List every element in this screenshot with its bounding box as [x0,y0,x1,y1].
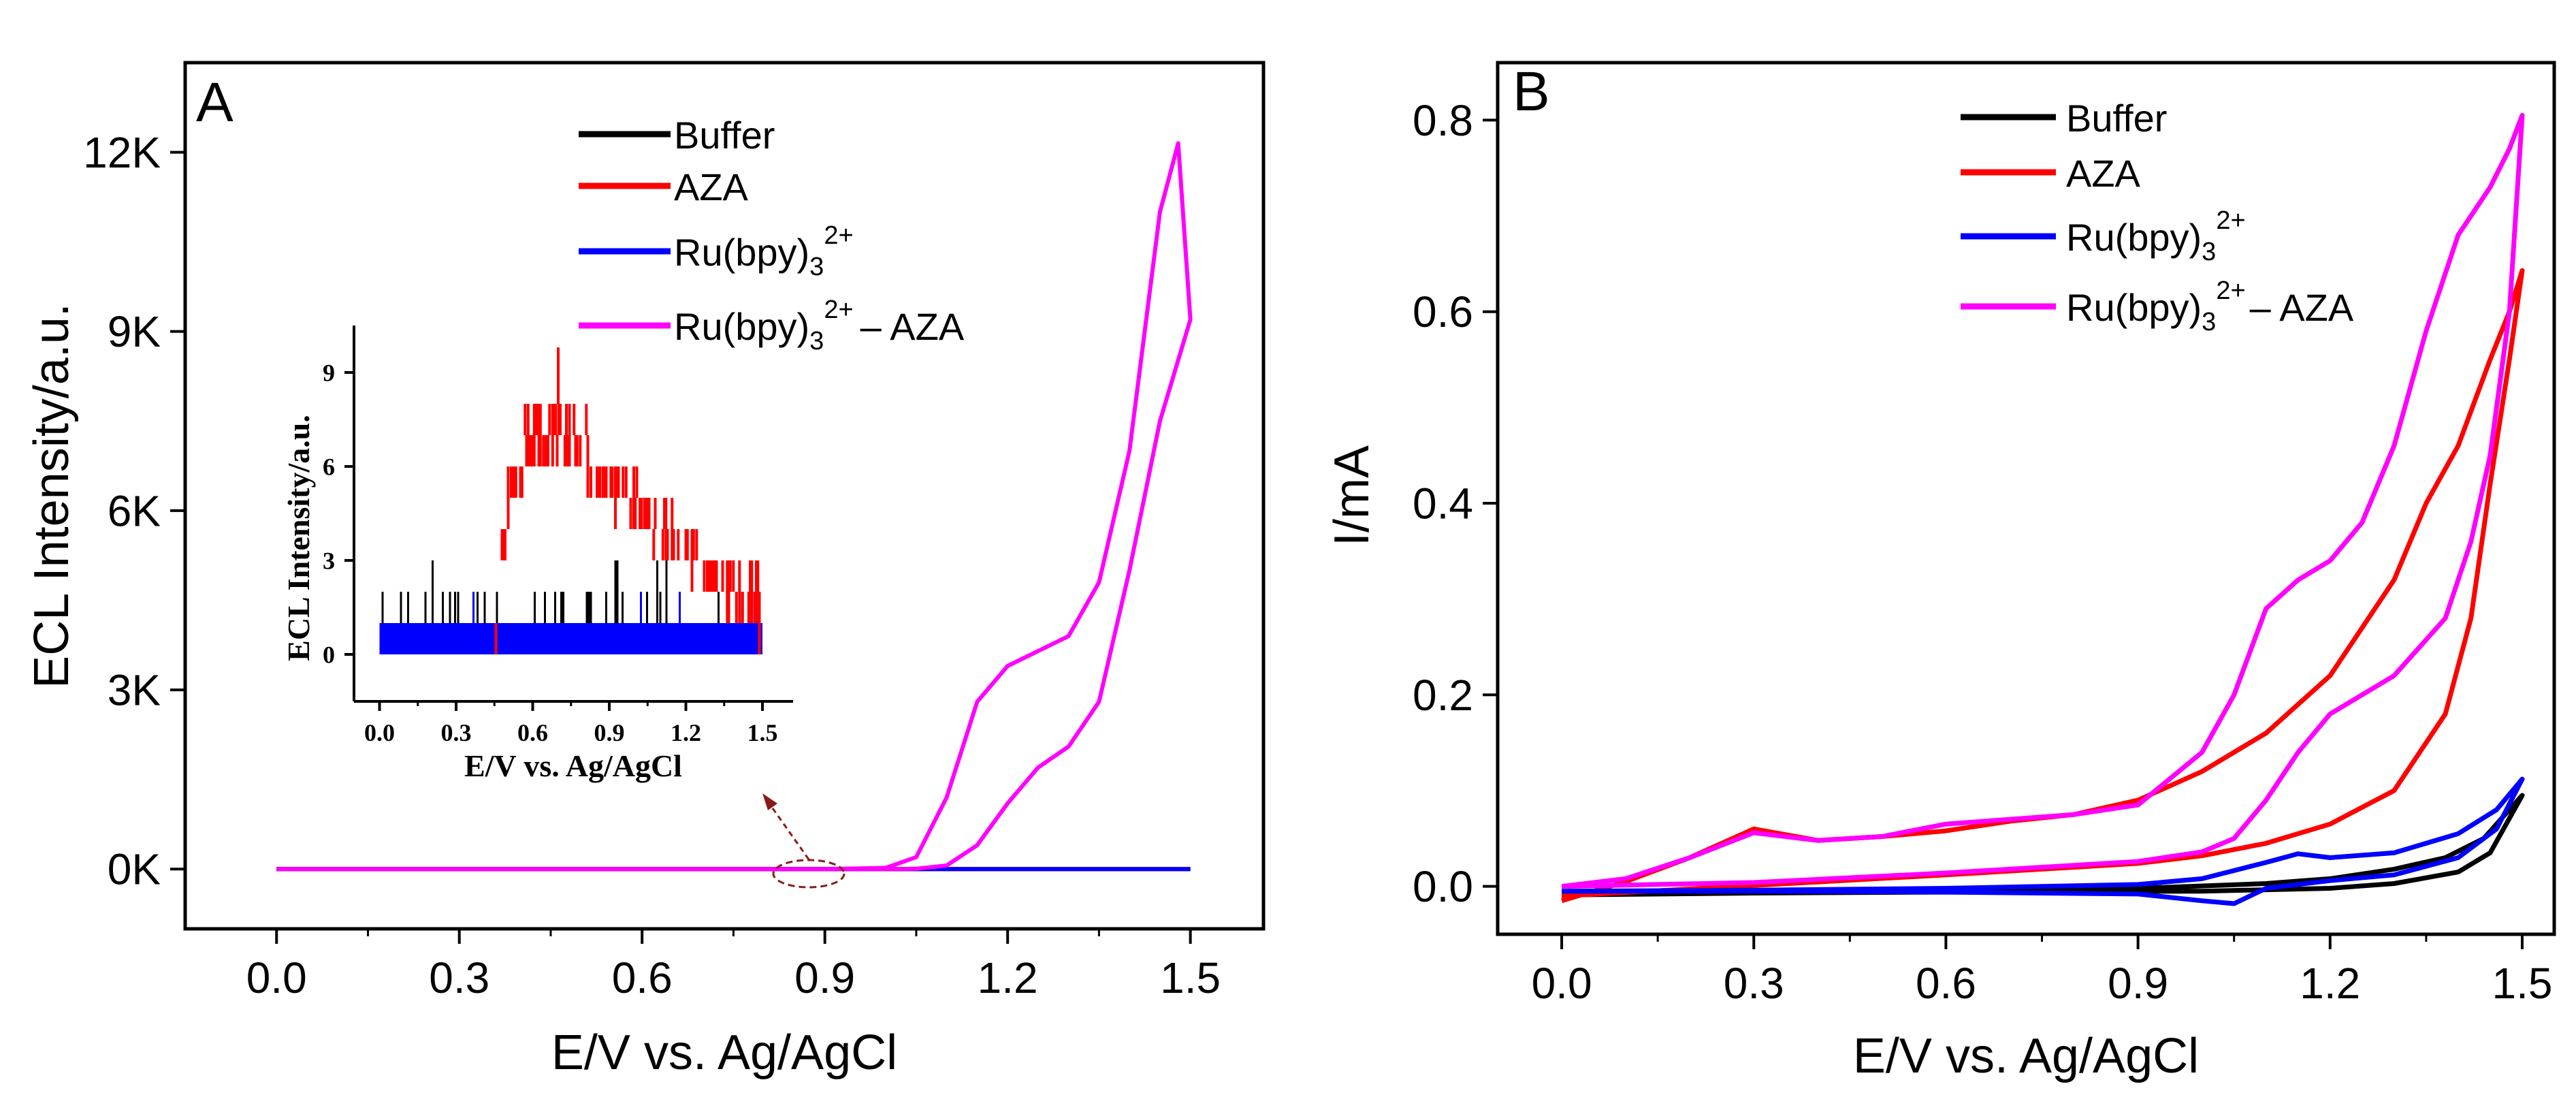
panel-b-ylabel: I/mA [1325,445,1379,546]
legend-a-ru-label: Ru(bpy)32+ [674,221,854,281]
legend-b-buffer-label: Buffer [2066,97,2167,140]
legend-b-ruaza-label: Ru(bpy)32+ – AZA [2066,276,2354,336]
panel-b-series-ru-bpy-3-2-aza [1561,112,2525,889]
inset-ylabel: ECL Intensity/a.u. [281,415,316,661]
panel-a-ytick-label: 9K [108,307,161,356]
panel-b-frame [1496,61,2556,936]
panel-b-ytick-label: 0.6 [1413,287,1473,336]
inset-xtick-label: 0.0 [364,719,395,746]
panel-a-series-ru-bpy-3-2-aza [276,141,1193,872]
panel-b-ytick-label: 0.2 [1413,671,1473,720]
legend-a-ruaza-label: Ru(bpy)32+ – AZA [674,296,965,355]
legend-b-aza-label: AZA [2066,152,2141,195]
legend-a-aza-label: AZA [674,165,749,208]
inset-xtick-label: 0.9 [594,719,625,746]
panel-a-ytick-label: 6K [108,486,161,535]
inset-xtick-label: 0.3 [441,719,472,746]
panel-a-xlabel: E/V vs. Ag/AgCl [551,1026,897,1080]
inset-ytick-label: 9 [323,360,335,387]
panel-b-legend: Buffer AZA Ru(bpy)32+ Ru(bpy)32+ – AZA [1961,97,2354,336]
panel-b-xlabel: E/V vs. Ag/AgCl [1853,1029,2199,1083]
panel-b-label: B [1513,61,1550,123]
zoom-arrowhead [762,793,777,810]
panel-b-xtick-label: 0.9 [2108,959,2168,1008]
inset-ytick-label: 0 [323,641,335,669]
panel-b: B 0.0 0.2 0.4 0.6 0.8 0.0 0.3 0.6 0.9 1.2 1.5 E/V… [1325,61,2556,1083]
panel-b-ytick-label: 0.8 [1413,96,1473,145]
panel-a-frame [183,61,1266,931]
panel-a-xtick-label: 0.3 [429,953,489,1002]
legend-a-buffer-label: Buffer [674,114,775,157]
inset-xlabel: E/V vs. Ag/AgCl [464,748,682,783]
panel-a-ytick-label: 3K [108,666,161,715]
panel-b-xtick-label: 0.6 [1916,959,1976,1008]
panel-b-series-ru-bpy-3-2- [1562,776,2525,906]
inset-xtick-label: 1.2 [671,719,701,746]
panel-b-xtick-label: 0.3 [1724,959,1784,1008]
panel-a-xtick-label: 0.9 [794,953,855,1002]
panel-b-series-buffer [1562,793,2525,897]
panel-a-xtick-label: 0.0 [246,953,307,1002]
zoom-arrow [768,803,810,860]
panel-a-xtick-label: 1.2 [978,953,1038,1002]
zoom-region-ellipse [772,859,846,889]
panel-a-legend: Buffer AZA Ru(bpy)32+ Ru(bpy)32+ – AZA [579,114,965,355]
legend-b-ru-label: Ru(bpy)32+ [2066,206,2246,266]
panel-b-ytick-label: 0.0 [1413,862,1473,911]
inset-xtick-label: 1.5 [747,719,778,746]
inset-ytick-label: 3 [323,547,335,575]
inset-ytick-label: 6 [323,454,335,481]
panel-a-label: A [196,72,234,133]
panel-a-xtick-label: 1.5 [1160,953,1221,1002]
panel-b-xtick-label: 0.0 [1532,959,1592,1008]
panel-a-ytick-label: 0K [108,845,161,894]
panel-a-xtick-label: 0.6 [612,953,673,1002]
panel-b-xtick-label: 1.5 [2492,959,2552,1008]
panel-a-ytick-label: 12K [83,128,161,177]
inset-series-ru-band [379,623,762,654]
panel-b-ytick-label: 0.4 [1413,479,1473,528]
inset-xtick-label: 0.6 [517,719,548,746]
panel-b-xtick-label: 1.2 [2300,959,2360,1008]
panel-b-series-aza [1561,268,2525,904]
panel-a: A 0K 3K 6K 9K 12K 0.0 0.3 0.6 0.9 1.2 1.5 E/V vs.… [25,61,1266,1080]
panel-a-ylabel: ECL Intensity/a.u. [25,303,79,688]
